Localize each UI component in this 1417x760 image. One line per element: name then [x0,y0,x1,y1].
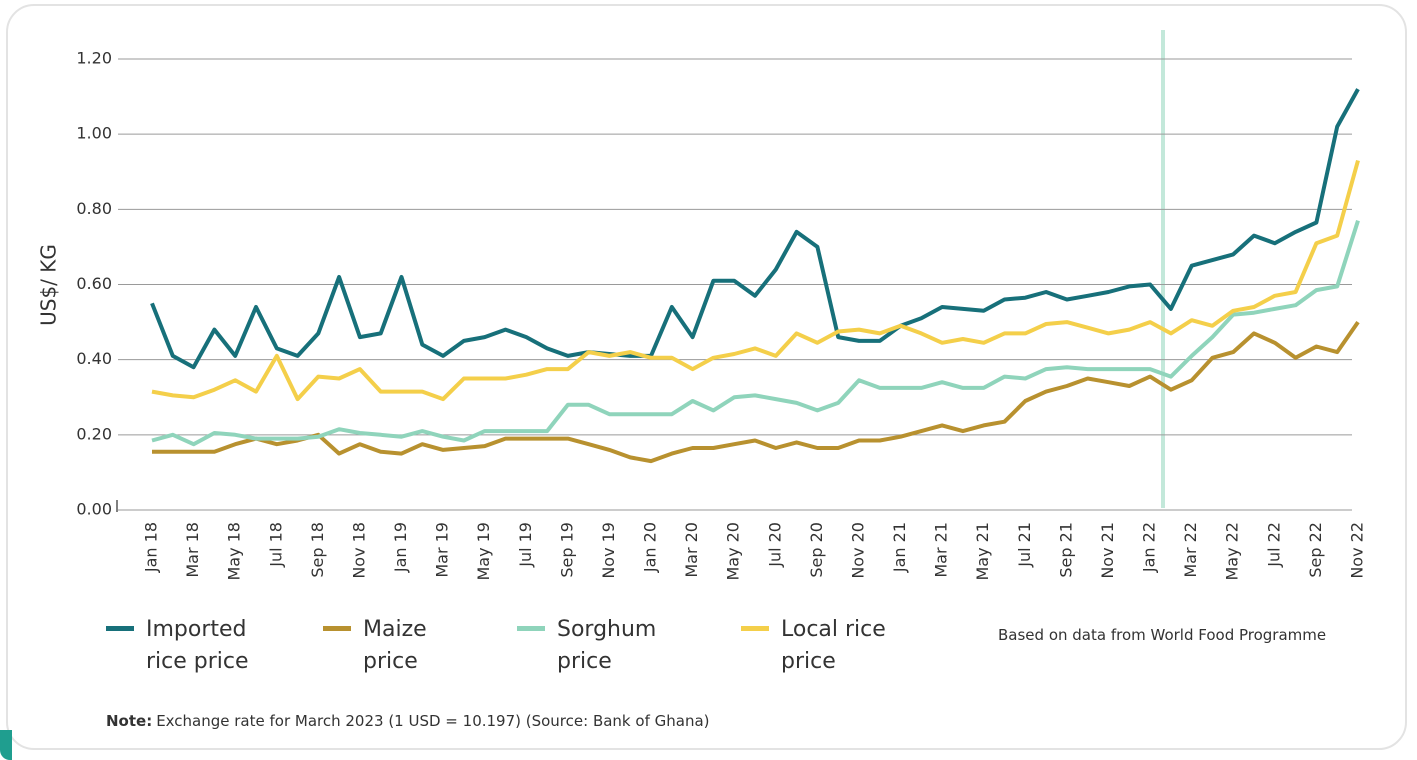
legend-item: Local rice price [741,614,911,678]
x-tick-label: Jan 22 [1140,522,1159,573]
line-series [150,88,1360,370]
x-tick-label: Nov 21 [1098,522,1117,579]
corner-accent [0,730,12,760]
y-tick-label: 1.20 [76,49,112,68]
legend-swatch [741,626,769,631]
y-tick-label: 0.40 [76,349,112,368]
legend-swatch [106,626,134,631]
legend-label: Maize price [363,617,427,674]
legend-item: Sorghum price [517,614,687,678]
legend-item: Imported rice price [106,614,276,678]
legend-swatch [323,626,351,631]
x-tick-label: Sep 19 [557,522,576,578]
line-series [152,320,1360,464]
x-tick-label: Mar 18 [183,522,202,578]
source: Based on data from World Food Programme [998,626,1327,644]
x-tick-label: May 22 [1223,522,1242,581]
y-tick-label: 0.20 [76,424,112,443]
x-tick-label: May 21 [973,522,992,581]
x-tick-label: May 20 [724,522,743,581]
x-tick-label: Nov 18 [349,522,368,579]
x-tick-label: Mar 22 [1181,522,1200,578]
x-tick-label: May 19 [474,522,493,581]
y-axis-label: US$/ KG [37,244,61,326]
x-tick-label: Jul 22 [1264,522,1283,568]
line-series [151,159,1360,402]
x-tick-label: Sep 21 [1056,522,1075,578]
x-tick-label: Sep 20 [807,522,826,578]
x-tick-label: Jan 19 [391,522,410,573]
line-series [151,219,1360,447]
legend-swatch [517,626,545,631]
x-tick-label: Jul 21 [1015,522,1034,568]
x-tick-label: Nov 19 [599,522,618,579]
x-tick-label: Jul 18 [266,522,285,568]
x-tick-label: Sep 22 [1306,522,1325,578]
y-tick-label: 0.80 [76,199,112,218]
x-tick-label: Jan 20 [641,522,660,573]
legend-label: Imported rice price [146,617,249,674]
y-tick-label: 0.00 [76,500,112,519]
legend-item: Maize price [323,614,443,678]
note-text: Exchange rate for March 2023 (1 USD = 10… [156,712,710,730]
x-tick-label: Jan 21 [890,522,909,573]
x-tick-label: Sep 18 [308,522,327,578]
x-tick-label: Mar 20 [682,522,701,578]
y-tick-label: 0.60 [76,274,112,293]
x-tick-label: Nov 22 [1348,522,1367,579]
legend-label: Sorghum price [557,617,657,674]
card [6,4,1407,750]
note: Note: Exchange rate for March 2023 (1 USD… [106,712,710,730]
x-tick-label: May 18 [225,522,244,581]
note-label: Note: [106,712,153,730]
x-tick-label: Mar 21 [932,522,951,578]
x-tick-label: Nov 20 [848,522,867,579]
x-tick-label: Jul 20 [765,522,784,568]
x-tick-label: Jan 18 [142,522,161,573]
x-tick-label: Jul 19 [516,522,535,568]
legend-label: Local rice price [781,617,886,674]
x-tick-label: Mar 19 [433,522,452,578]
y-tick-label: 1.00 [76,124,112,143]
